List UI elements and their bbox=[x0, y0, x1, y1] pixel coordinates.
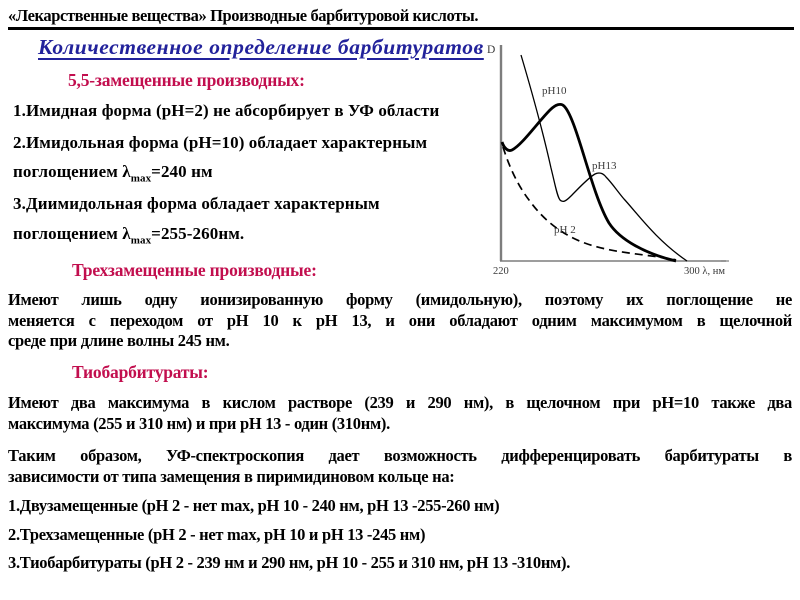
item-1: 1.Имидная форма (рН=2) не абсорбирует в … bbox=[13, 101, 440, 120]
list-item-trisubstituted: 2.Трехзамещенные (рН 2 - нет max, рН 10 … bbox=[8, 525, 426, 544]
paragraph-line: Таким образом, УФ-спектроскопия дает воз… bbox=[8, 446, 792, 465]
item-2-line-2: поглощением λmax=240 нм bbox=[13, 162, 213, 185]
lambda-subscript: max bbox=[130, 172, 152, 185]
lambda-suffix: =240 нм bbox=[151, 162, 213, 181]
paragraph-line: среде при длине волны 245 нм. bbox=[8, 331, 230, 350]
paragraph-line: максимума (255 и 310 нм) и при рН 13 - о… bbox=[8, 413, 390, 433]
lambda-suffix: =255-260нм. bbox=[151, 224, 245, 243]
item-2-line-1: 2.Имидольная форма (рН=10) обладает хара… bbox=[13, 133, 428, 152]
curve-ph13 bbox=[520, 54, 688, 262]
curve-label-ph2: pH 2 bbox=[554, 224, 576, 236]
paragraph-line: меняется с переходом от рН 10 к рН 13, и… bbox=[8, 310, 792, 330]
thio-paragraph: Имеют два максимума в кислом растворе (2… bbox=[8, 393, 792, 434]
curve-label-ph13: pH13 bbox=[592, 160, 617, 172]
item-3-line-2: поглощением λmax=255-260нм. bbox=[13, 224, 245, 247]
lambda-prefix: поглощением λ bbox=[13, 162, 131, 181]
curve-label-ph10: pH10 bbox=[542, 85, 567, 97]
curve-ph2 bbox=[502, 146, 677, 261]
uv-spectra-chart: D pH10 pH13 pH 2 220 300 λ, нм bbox=[487, 44, 729, 277]
x-tick-220: 220 bbox=[493, 266, 509, 277]
lambda-prefix: поглощением λ bbox=[13, 224, 131, 243]
item-3-line-1: 3.Диимидольная форма обладает характерны… bbox=[13, 194, 380, 213]
lambda-subscript: max bbox=[130, 234, 152, 247]
section-55-heading: 5,5-замещенные производных: bbox=[68, 70, 305, 90]
paragraph-line: Имеют лишь одну ионизированную форму (им… bbox=[8, 290, 792, 309]
section-thio-heading: Тиобарбитураты: bbox=[72, 362, 209, 382]
list-item-thiobarbiturates: 3.Тиобарбитураты (рН 2 - 239 нм и 290 нм… bbox=[8, 553, 571, 572]
section-tri-heading: Трехзамещенные производные: bbox=[72, 260, 317, 280]
page-title: Количественное определение барбитуратов bbox=[38, 35, 484, 59]
y-axis-label: D bbox=[487, 44, 495, 56]
tri-paragraph: Имеют лишь одну ионизированную форму (им… bbox=[8, 290, 792, 352]
header-title: «Лекарственные вещества» Производные бар… bbox=[8, 6, 479, 25]
header-rule bbox=[8, 27, 794, 30]
paragraph-line: Имеют два максимума в кислом растворе (2… bbox=[8, 393, 792, 412]
list-item-disubstituted: 1.Двузамещенные (рН 2 - нет max, рН 10 -… bbox=[8, 496, 500, 515]
paragraph-line: зависимости от типа замещения в пиримиди… bbox=[8, 466, 455, 486]
x-tick-300: 300 λ, нм bbox=[684, 266, 725, 277]
curve-ph10 bbox=[500, 102, 677, 263]
conclusion-paragraph: Таким образом, УФ-спектроскопия дает воз… bbox=[8, 446, 792, 487]
